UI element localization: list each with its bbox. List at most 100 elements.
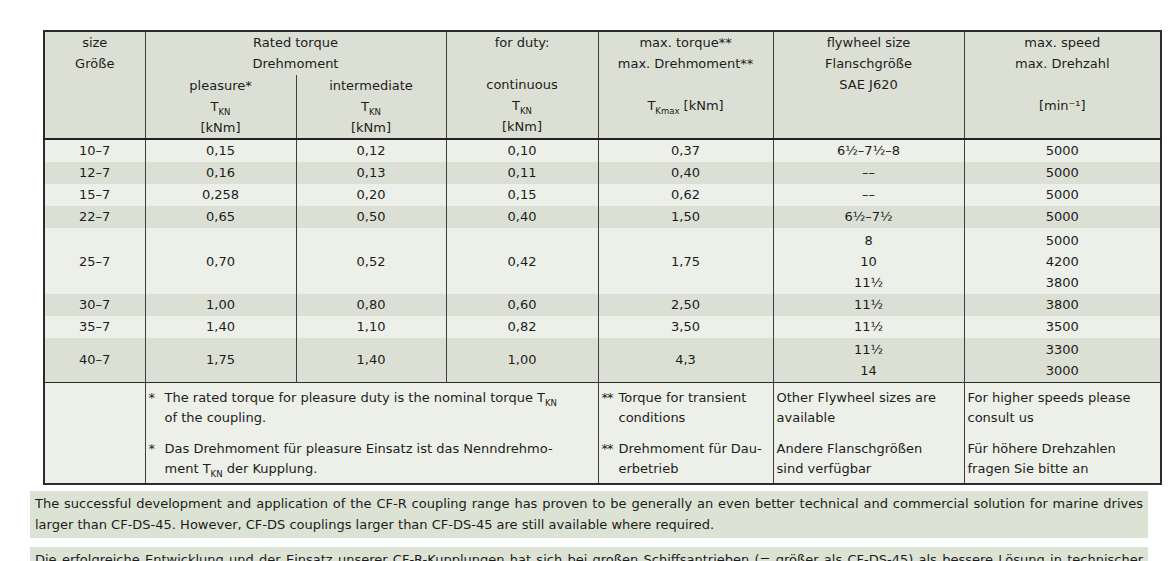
cell-size: 35–7 — [44, 316, 145, 338]
header-size-en: size — [45, 32, 145, 53]
footnote-en: * The rated torque for pleasure duty is … — [149, 388, 595, 428]
cell-flywheel: 11½ — [773, 316, 964, 338]
cell-flywheel: 6½–7½–8 — [773, 139, 964, 162]
cell-intermediate: 0,80 — [296, 294, 446, 316]
header-flywheel-de: Flanschgröße — [774, 53, 964, 74]
header-pleasure-label: pleasure* — [146, 75, 296, 96]
cell-intermediate: 0,12 — [296, 139, 446, 162]
cell-continuous: 1,00 — [446, 338, 598, 382]
footnote-rated-torque: * The rated torque for pleasure duty is … — [145, 382, 598, 484]
cell-flywheel: 8 10 11½ — [773, 228, 964, 294]
footnote-speed-en: For higher speeds please consult us — [968, 388, 1158, 428]
footnote-maxtorque-de: ** Drehmoment für Dau- erbetrieb — [602, 439, 770, 479]
footnote-en-text: The rated torque for pleasure duty is th… — [165, 388, 595, 428]
footnote-de-line1: Das Drehmoment für pleasure Einsatz ist … — [165, 439, 595, 459]
coupling-spec-table: size Größe Rated torque Drehmoment for d… — [43, 30, 1162, 485]
unit-knm: [kNm] — [447, 116, 598, 137]
cell-pleasure: 1,40 — [145, 316, 296, 338]
symbol-tkn: TKN — [297, 96, 446, 117]
table-row: 12–70,160,130,110,40––5000 — [44, 162, 1161, 184]
header-cell-max-torque: max. torque** max. Drehmoment** TKmax [k… — [598, 31, 773, 139]
cell-intermediate: 1,40 — [296, 338, 446, 382]
footnote-maxtorque-en: ** Torque for transient conditions — [602, 388, 770, 428]
cell-max-torque: 0,37 — [598, 139, 773, 162]
footnote-de-text: Das Drehmoment für pleasure Einsatz ist … — [165, 439, 595, 479]
header-cell-pleasure: pleasure* TKN [kNm] — [145, 75, 296, 139]
cell-size: 40–7 — [44, 338, 145, 382]
header-flywheel-en: flywheel size — [774, 32, 964, 53]
cell-flywheel: –– — [773, 162, 964, 184]
cell-max-torque: 4,3 — [598, 338, 773, 382]
table-row: 15–70,2580,200,150,62––5000 — [44, 184, 1161, 206]
cell-pleasure: 0,258 — [145, 184, 296, 206]
spacer — [965, 74, 1161, 95]
cell-speed: 5000 — [964, 162, 1161, 184]
cell-pleasure: 0,16 — [145, 162, 296, 184]
header-cell-max-speed: max. speed max. Drehzahl [min⁻¹] — [964, 31, 1161, 139]
cell-max-torque: 1,75 — [598, 228, 773, 294]
cell-speed: 5000 — [964, 206, 1161, 228]
symbol-tkn: TKN — [447, 95, 598, 116]
footnote-en-line1: The rated torque for pleasure duty is th… — [165, 390, 545, 405]
spacer — [599, 74, 773, 95]
header-duty-label: for duty: — [447, 32, 598, 53]
footnote-maxtorque-en-text: Torque for transient conditions — [619, 388, 770, 428]
cell-speed: 5000 4200 3800 — [964, 228, 1161, 294]
cell-continuous: 0,15 — [446, 184, 598, 206]
header-size-de: Größe — [45, 53, 145, 74]
cell-max-torque: 0,40 — [598, 162, 773, 184]
header-speed-de: max. Drehzahl — [965, 53, 1161, 74]
header-cell-for-duty: for duty: continuous TKN [kNm] — [446, 31, 598, 139]
tkmax-subscript: Kmax — [655, 106, 679, 116]
footnote-de: * Das Drehmoment für pleasure Einsatz is… — [149, 439, 595, 479]
cell-max-torque: 3,50 — [598, 316, 773, 338]
footnote-en-line2: of the coupling. — [165, 408, 595, 428]
header-maxtorque-en: max. torque** — [599, 32, 773, 53]
cell-size: 25–7 — [44, 228, 145, 294]
tkn-subscript: KN — [219, 107, 231, 117]
cell-speed: 5000 — [964, 139, 1161, 162]
tkn-subscript: KN — [520, 106, 532, 116]
cell-continuous: 0,60 — [446, 294, 598, 316]
cell-flywheel: –– — [773, 184, 964, 206]
cell-pleasure: 1,00 — [145, 294, 296, 316]
cell-max-torque: 0,62 — [598, 184, 773, 206]
footnote-de-line2: ment T — [165, 461, 211, 476]
tkn-subscript: KN — [211, 468, 223, 478]
header-rated-de: Drehmoment — [146, 53, 446, 74]
footnote-speed-de: Für höhere Drehzahlen fragen Sie bitte a… — [968, 439, 1158, 479]
header-duty-continuous: continuous — [447, 74, 598, 95]
cell-continuous: 0,42 — [446, 228, 598, 294]
header-cell-size: size Größe — [44, 31, 145, 139]
unit-knm: [kNm] — [146, 117, 296, 138]
intro-paragraph-en-text: The successful development and applicati… — [35, 493, 1143, 535]
cell-size: 12–7 — [44, 162, 145, 184]
cell-speed: 3500 — [964, 316, 1161, 338]
header-intermediate-label: intermediate — [297, 75, 446, 96]
cell-pleasure: 0,65 — [145, 206, 296, 228]
cell-intermediate: 0,50 — [296, 206, 446, 228]
header-cell-flywheel: flywheel size Flanschgröße SAE J620 — [773, 31, 964, 139]
table-row: 40–71,751,401,004,311½ 143300 3000 — [44, 338, 1161, 382]
footnote-speed: For higher speeds please consult us Für … — [964, 382, 1161, 484]
header-speed-en: max. speed — [965, 32, 1161, 53]
cell-size: 22–7 — [44, 206, 145, 228]
cell-pleasure: 0,70 — [145, 228, 296, 294]
table-row: 10–70,150,120,100,376½–7½–85000 — [44, 139, 1161, 162]
footnote-maxtorque-de-text: Drehmoment für Dau- erbetrieb — [619, 439, 770, 479]
cell-continuous: 0,10 — [446, 139, 598, 162]
table-row: 25–70,700,520,421,758 10 11½5000 4200 38… — [44, 228, 1161, 294]
cell-intermediate: 0,52 — [296, 228, 446, 294]
symbol-tkn: TKN — [146, 96, 296, 117]
header-flywheel-sae: SAE J620 — [774, 74, 964, 95]
datasheet-page: size Größe Rated torque Drehmoment for d… — [0, 0, 1150, 561]
footnote-empty-cell — [44, 382, 145, 484]
tkn-base: T — [512, 98, 520, 113]
asterisk: * — [149, 439, 165, 459]
table-header: size Größe Rated torque Drehmoment for d… — [44, 31, 1161, 139]
header-cell-rated-torque: Rated torque Drehmoment — [145, 31, 446, 75]
cell-size: 10–7 — [44, 139, 145, 162]
cell-intermediate: 1,10 — [296, 316, 446, 338]
tkn-subscript: KN — [369, 107, 381, 117]
cell-intermediate: 0,13 — [296, 162, 446, 184]
